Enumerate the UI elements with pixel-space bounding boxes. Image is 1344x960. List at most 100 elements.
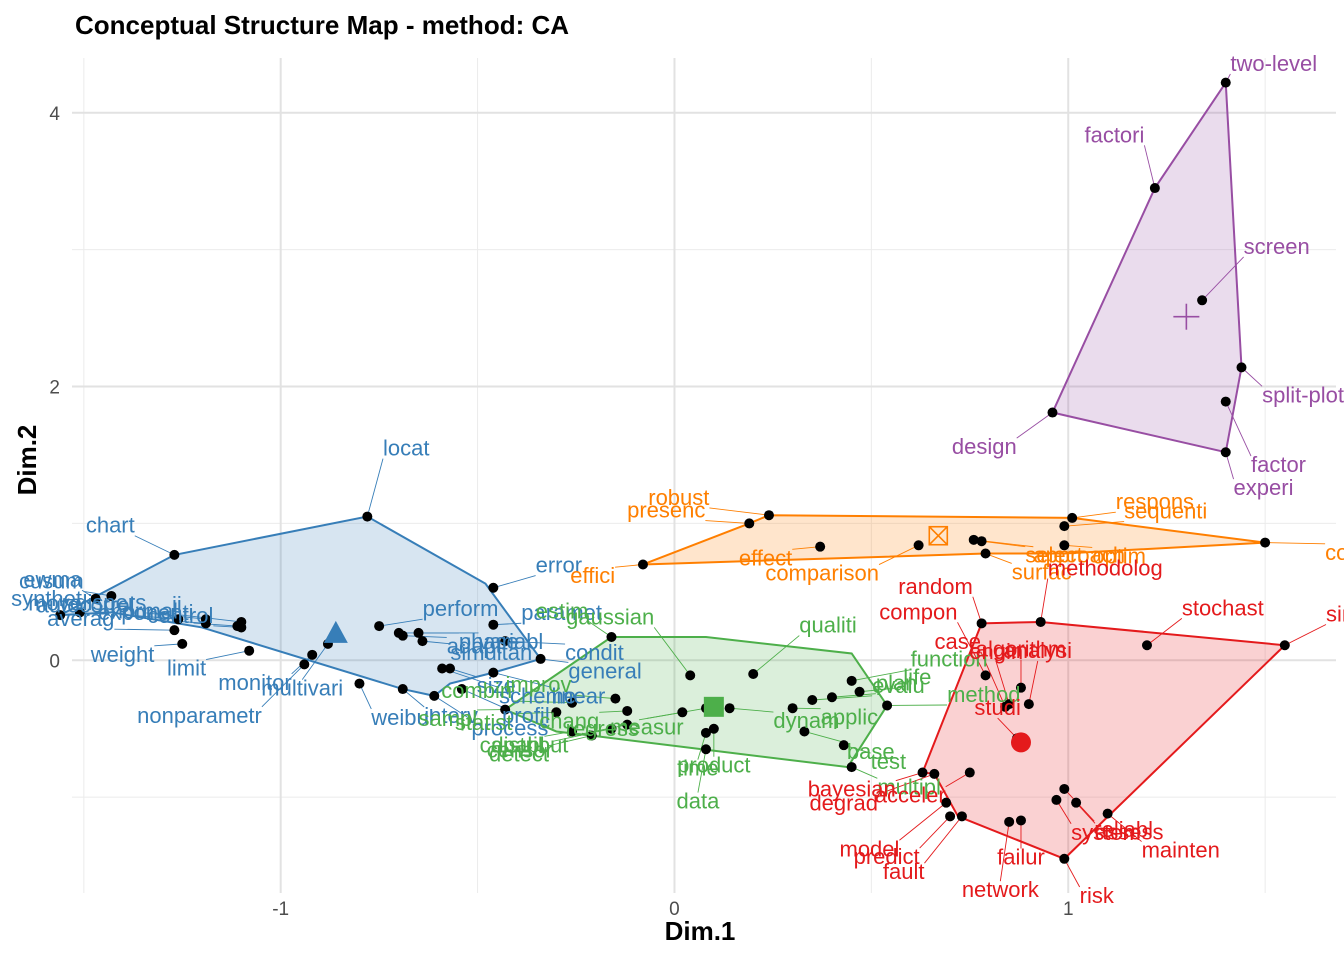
data-point (846, 675, 857, 686)
data-point (799, 726, 810, 737)
point-label: acceler (875, 783, 946, 808)
cluster-hull-5 (1051, 79, 1243, 454)
data-point (606, 632, 617, 643)
leader-line (1265, 542, 1326, 545)
leader-line (134, 535, 175, 556)
point-label: distribut (491, 733, 568, 758)
point-label: reliabl (1094, 817, 1153, 842)
data-point (1000, 701, 1011, 712)
point-label: estim (536, 598, 589, 623)
leader-line (552, 728, 612, 742)
data-point (882, 700, 893, 711)
cluster-hulls (59, 79, 1288, 860)
point-label: locat (383, 436, 429, 461)
data-point (606, 723, 617, 734)
point-label: select (1025, 543, 1082, 568)
data-point (1015, 682, 1026, 693)
leader-line (548, 735, 592, 747)
leader-line (752, 635, 800, 675)
data-point (913, 540, 924, 551)
point-label: compon (879, 599, 957, 624)
data-point (488, 667, 499, 678)
point-label: function (911, 647, 988, 672)
data-point (1067, 512, 1078, 523)
data-point (1220, 396, 1231, 407)
point-label: experi (1234, 475, 1294, 500)
point-label: surfac (1012, 559, 1072, 584)
centroid-marker (1173, 303, 1200, 330)
point-label: simultan (450, 640, 532, 665)
data-point (1035, 616, 1046, 627)
point-label: monitor (218, 670, 291, 695)
centroid-marker (1010, 732, 1031, 753)
point-label: factori (1084, 122, 1144, 147)
data-point (748, 668, 759, 679)
point-label: approach (1033, 543, 1125, 568)
point-label: gaussian (566, 604, 654, 629)
leader-line (1040, 578, 1049, 623)
leader-line (402, 635, 447, 638)
data-point (964, 767, 975, 778)
point-label: data (677, 789, 721, 814)
point-label: design (952, 434, 1017, 459)
point-label: comput (1325, 540, 1344, 565)
point-label: predict (854, 844, 920, 869)
data-point (74, 607, 85, 618)
leader-line (114, 628, 175, 631)
point-label: ewma (23, 567, 82, 592)
data-point (299, 659, 310, 670)
point-label: averag (47, 606, 114, 631)
data-point (826, 692, 837, 703)
leader-line (646, 707, 707, 719)
point-label: chart (86, 513, 135, 538)
leader-line (851, 669, 911, 682)
data-point (980, 548, 991, 559)
data-point (429, 690, 440, 701)
leader-line (379, 618, 423, 627)
data-point (374, 621, 385, 632)
x-tick-label: 1 (1063, 899, 1074, 920)
point-label: sampl (418, 706, 477, 731)
point-label: fault (883, 859, 925, 884)
point-label: system (1071, 820, 1141, 845)
data-point (807, 694, 818, 705)
y-tick-label: 2 (49, 378, 60, 399)
point-label: split-plot (1262, 382, 1344, 407)
point-label: respons (1116, 489, 1194, 514)
data-point (586, 730, 597, 741)
point-label: analysi (1003, 638, 1071, 663)
point-label: detect (489, 742, 549, 767)
x-axis-label: Dim.1 (665, 916, 736, 946)
point-label: robust (648, 485, 709, 510)
data-point (763, 510, 774, 521)
data-point (397, 630, 408, 641)
point-label: phase (459, 629, 519, 654)
point-label: multivari (261, 676, 343, 701)
leader-line (999, 821, 1010, 882)
point-label: methodolog (1048, 556, 1163, 581)
point-label: autocorrel (37, 592, 135, 617)
point-label: nonparametr (137, 703, 262, 728)
point-label: risk (1080, 883, 1115, 908)
data-point (244, 645, 255, 656)
point-label: control (147, 603, 213, 628)
data-point (622, 705, 633, 716)
data-point (106, 590, 117, 601)
point-label: evalu (872, 673, 925, 698)
data-point (917, 767, 928, 778)
point-label: effici (570, 563, 615, 588)
point-label: interv (424, 703, 478, 728)
data-points (55, 77, 1290, 864)
data-point (55, 610, 66, 621)
data-point (976, 618, 987, 629)
data-point (567, 726, 578, 737)
leader-line (878, 544, 919, 565)
leader-line (877, 773, 935, 795)
data-point (700, 727, 711, 738)
point-label: statist (455, 710, 512, 735)
point-label: screen (1244, 234, 1310, 259)
leader-line (493, 575, 536, 589)
centroid-marker (928, 525, 949, 546)
point-label: product (677, 753, 750, 778)
